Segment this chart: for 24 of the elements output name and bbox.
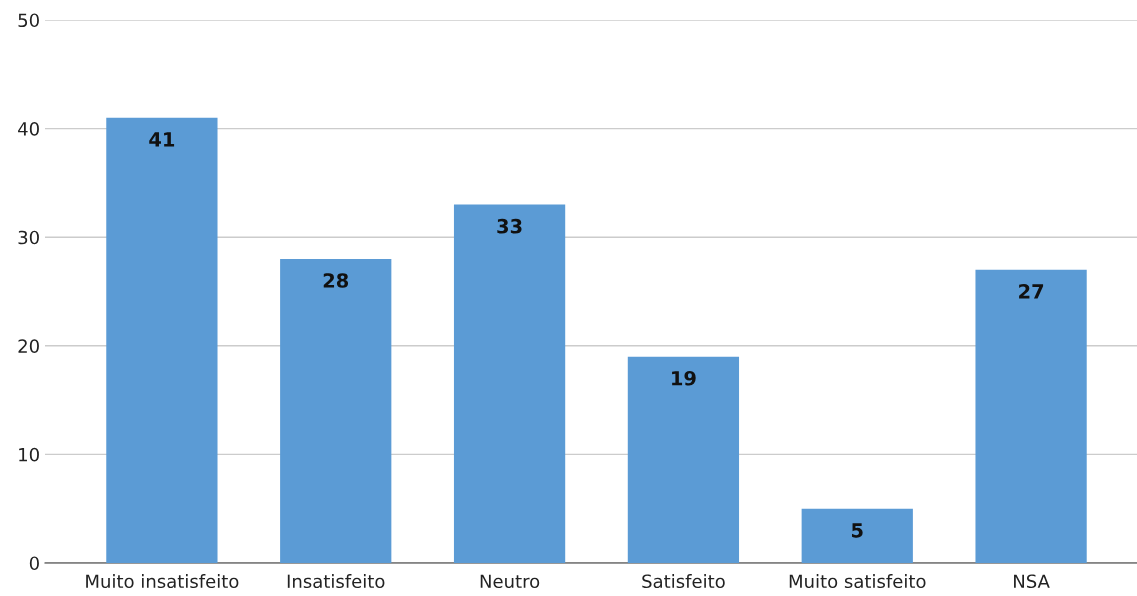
- x-tick-label: Muito insatisfeito: [86, 574, 239, 589]
- bar: [106, 117, 218, 563]
- data-label: 33: [497, 218, 522, 234]
- y-tick-label: 40: [18, 122, 39, 136]
- data-label: 41: [149, 132, 175, 147]
- data-label: 27: [1019, 284, 1044, 299]
- bar: [627, 356, 740, 563]
- bar: [280, 258, 392, 563]
- x-tick-label: NSA: [1014, 574, 1050, 589]
- y-tick-label: 30: [18, 230, 39, 245]
- x-tick-label: Neutro: [480, 574, 540, 589]
- bar: [801, 508, 913, 563]
- data-label: 19: [672, 370, 696, 386]
- x-tick-label: Muito satisfeito: [789, 574, 926, 589]
- bar: [975, 269, 1087, 563]
- y-tick-label: 10: [19, 447, 39, 462]
- y-tick-label: 0: [29, 556, 39, 571]
- x-tick-label: Satisfeito: [642, 574, 725, 589]
- y-tick-label: 50: [18, 13, 39, 28]
- data-label: 5: [851, 523, 863, 538]
- x-tick-label: Insatisfeito: [287, 574, 385, 589]
- data-label: 28: [323, 273, 349, 288]
- bar: [453, 204, 566, 563]
- y-tick-label: 20: [18, 339, 39, 353]
